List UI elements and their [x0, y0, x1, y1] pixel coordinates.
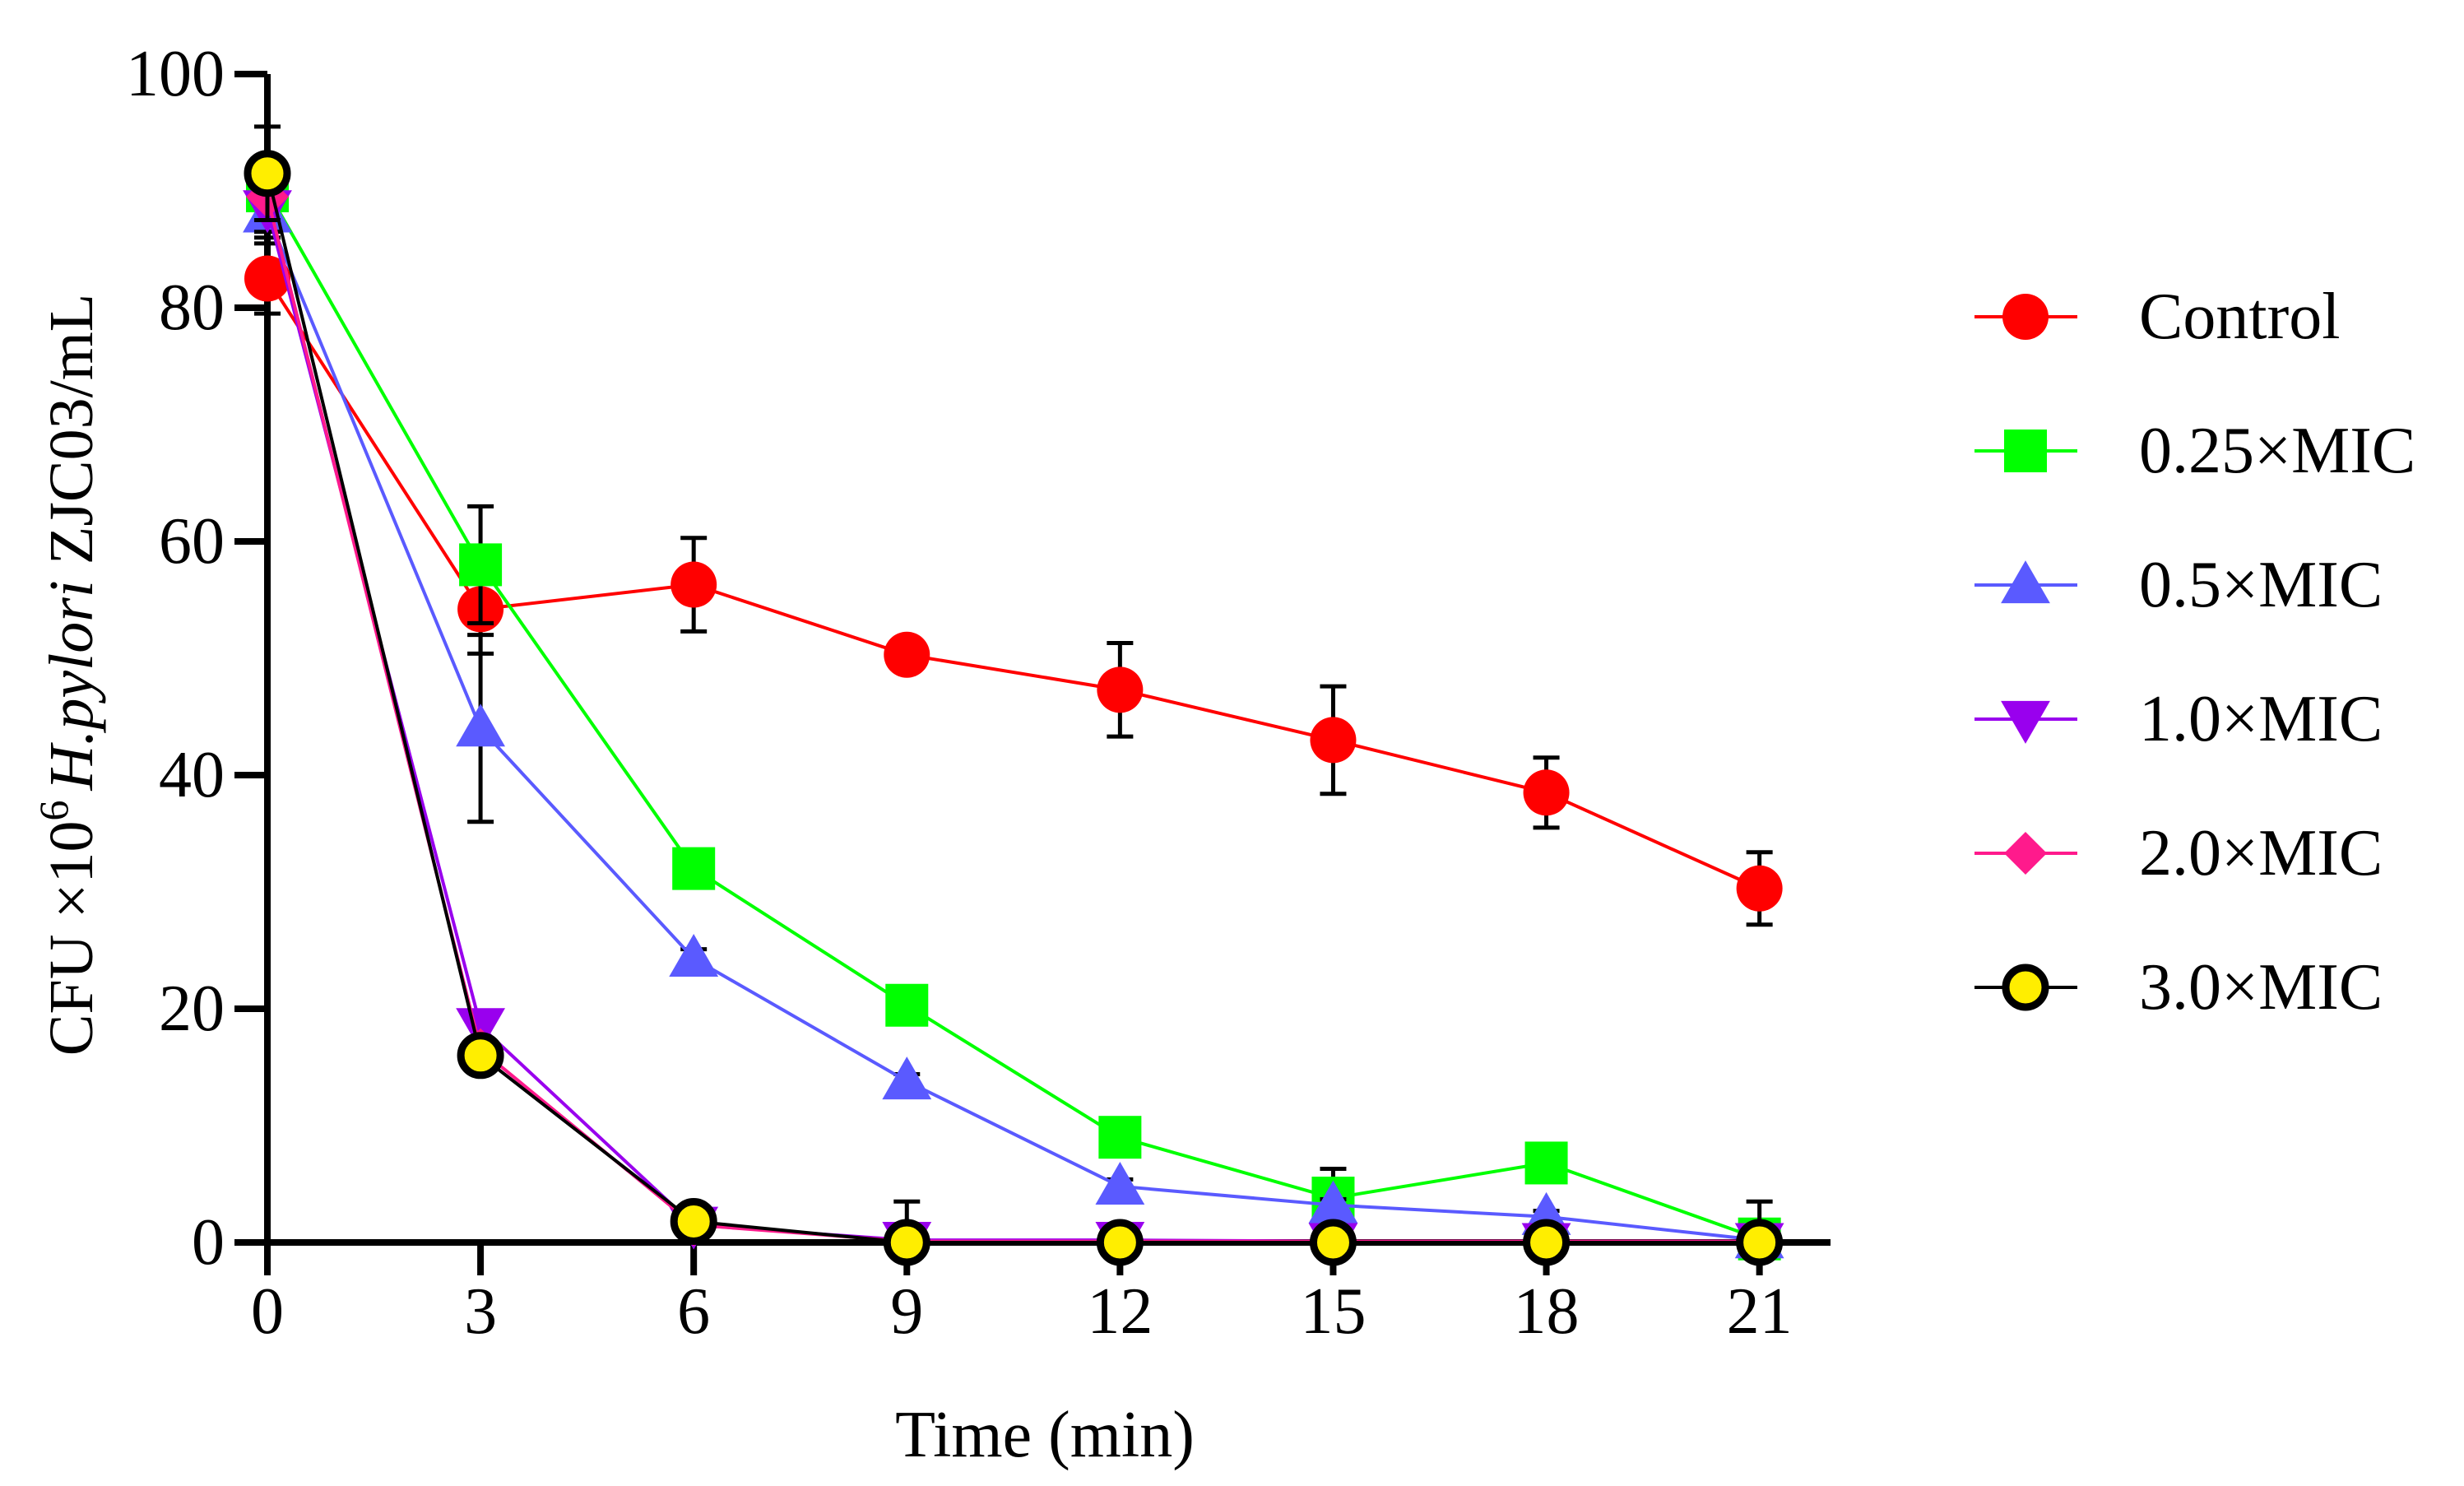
y-axis-label-exponent: 6: [30, 801, 77, 821]
legend-marker: [2002, 294, 2049, 340]
y-tick-label: 100: [126, 38, 225, 110]
legend-label: 3.0×MIC: [2139, 951, 2383, 1024]
y-axis-label-organism: H.pylori: [37, 580, 106, 791]
series-layer: [243, 124, 1784, 1266]
legend-label: 0.25×MIC: [2139, 415, 2415, 487]
legend: Control 0.25×MIC 0.5×MIC 1.0×MIC 2.0×MIC 3.0×…: [1974, 281, 2415, 1024]
data-point: [1524, 1141, 1568, 1185]
data-point: [1098, 1116, 1142, 1159]
data-point: [1736, 865, 1783, 912]
y-tick-label: 20: [159, 973, 225, 1045]
data-point: [1310, 717, 1357, 764]
series-0-5-mic: [243, 188, 1784, 1259]
data-point: [882, 1056, 932, 1100]
y-tick-label: 40: [159, 739, 225, 811]
data-point: [670, 1197, 717, 1245]
data-point: [1308, 1180, 1358, 1224]
legend-label: 2.0×MIC: [2139, 817, 2383, 889]
series-control: [244, 241, 1783, 927]
legend-item-1-0-mic: 1.0×MIC: [1974, 683, 2383, 755]
data-point: [671, 561, 717, 608]
y-tick-label: 0: [192, 1206, 225, 1279]
y-axis-label: CFU ×106 H.pylori ZJC03/mL: [30, 294, 106, 1056]
data-point: [1096, 1219, 1144, 1266]
data-point: [1097, 666, 1144, 713]
legend-label: 0.5×MIC: [2139, 549, 2383, 621]
data-point: [669, 934, 719, 978]
data-point: [456, 704, 505, 747]
data-point: [884, 631, 930, 678]
data-point: [1095, 1161, 1145, 1205]
data-point: [244, 150, 291, 197]
legend-marker: [2001, 560, 2050, 604]
x-tick-label: 21: [1727, 1275, 1793, 1348]
series-line: [266, 173, 1760, 1244]
data-point: [459, 543, 503, 587]
legend-label: 1.0×MIC: [2139, 683, 2383, 755]
x-tick-label: 15: [1300, 1275, 1366, 1348]
x-tick-label: 6: [677, 1275, 710, 1348]
x-tick-label: 18: [1514, 1275, 1580, 1348]
legend-marker: [2004, 430, 2047, 472]
x-axis-label: Time (min): [895, 1399, 1195, 1471]
legend-marker: [2001, 700, 2050, 744]
y-tick-label: 80: [159, 272, 225, 344]
data-point: [457, 1032, 504, 1080]
x-tick-label: 3: [464, 1275, 497, 1348]
x-tick-label: 9: [890, 1275, 923, 1348]
series-line: [266, 190, 1761, 1241]
legend-item-control: Control: [1974, 281, 2340, 353]
data-point: [883, 1219, 930, 1266]
legend-label: Control: [2139, 281, 2340, 353]
data-point: [672, 847, 716, 890]
data-point: [1736, 1219, 1784, 1266]
axes: 0 20 40 60 80 100 0 3 6 9 12 15 18 21: [126, 38, 1831, 1348]
series-line: [266, 277, 1761, 890]
data-point: [1523, 769, 1570, 816]
legend-marker: [2002, 964, 2049, 1011]
data-point: [1309, 1219, 1357, 1266]
legend-item-2-0-mic: 2.0×MIC: [1974, 817, 2383, 889]
legend-item-0-25-mic: 0.25×MIC: [1974, 415, 2415, 487]
legend-item-3-0-mic: 3.0×MIC: [1974, 951, 2383, 1024]
y-axis-label-prefix: CFU ×10: [37, 821, 106, 1056]
data-point: [1523, 1219, 1571, 1266]
legend-marker: [2004, 832, 2047, 875]
x-tick-label: 12: [1087, 1275, 1153, 1348]
series-line: [266, 213, 1760, 1242]
x-tick-label: 0: [251, 1275, 284, 1348]
legend-item-0-5-mic: 0.5×MIC: [1974, 549, 2383, 621]
data-point: [244, 255, 290, 302]
series-line: [266, 196, 1760, 1243]
data-point: [885, 983, 929, 1027]
y-tick-label: 60: [159, 505, 225, 578]
series-3-0-mic: [244, 124, 1784, 1266]
y-axis-label-suffix: ZJC03/mL: [37, 294, 106, 580]
